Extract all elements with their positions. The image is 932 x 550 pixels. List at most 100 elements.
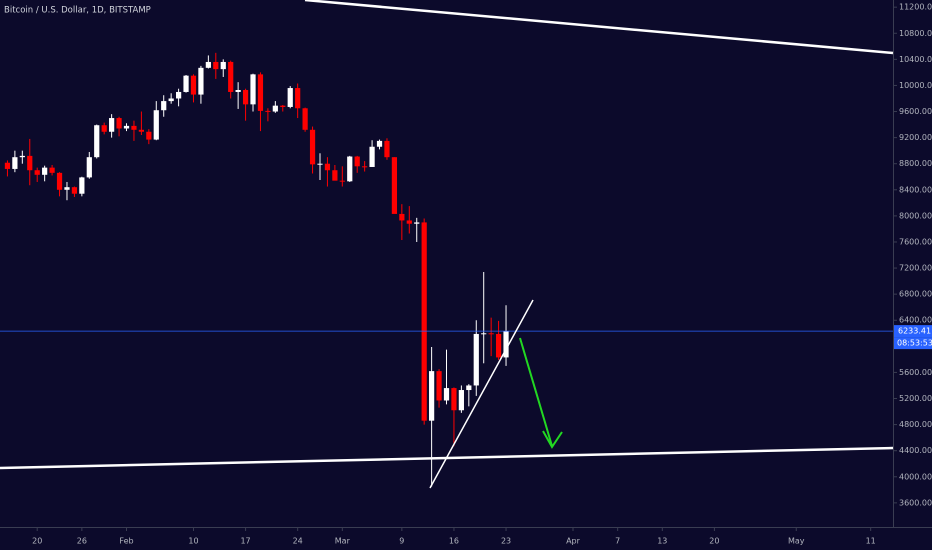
y-tick-label: 11200.00 bbox=[899, 3, 932, 12]
x-tick-label: 7 bbox=[615, 537, 620, 546]
y-tick-label: 8400.00 bbox=[899, 185, 932, 194]
candle-body bbox=[242, 90, 249, 105]
candle-body bbox=[481, 333, 487, 335]
candle-body bbox=[183, 75, 189, 92]
candle-body bbox=[153, 110, 159, 140]
candle-body bbox=[488, 333, 494, 335]
y-tick-label: 9600.00 bbox=[899, 107, 932, 116]
x-tick-label: 20 bbox=[709, 537, 719, 546]
candle-body bbox=[302, 108, 308, 130]
candle-body bbox=[436, 371, 442, 401]
plot bbox=[0, 52, 893, 487]
wedge-line bbox=[429, 299, 534, 489]
candle-body bbox=[79, 177, 85, 194]
candle-body bbox=[347, 156, 353, 182]
x-tick-label: 16 bbox=[449, 537, 459, 546]
candle-body bbox=[101, 125, 107, 132]
candle-body bbox=[466, 385, 472, 391]
candle-body bbox=[4, 162, 11, 169]
candle-body bbox=[205, 61, 211, 68]
x-tick-label: Apr bbox=[566, 537, 581, 546]
arrow bbox=[519, 337, 563, 449]
candle-body bbox=[399, 213, 405, 221]
candle-body bbox=[362, 166, 368, 168]
candle-body bbox=[280, 105, 286, 107]
candle-body bbox=[406, 220, 412, 224]
candle-body bbox=[138, 129, 144, 132]
candle-body bbox=[131, 125, 137, 130]
candle-body bbox=[391, 157, 398, 214]
y-tick-label: 10400.00 bbox=[899, 55, 932, 64]
x-tick-label: 17 bbox=[240, 537, 250, 546]
countdown-label: 08:53:53 bbox=[897, 339, 932, 348]
candle-body bbox=[384, 140, 390, 158]
candle-body bbox=[250, 74, 256, 105]
y-tick-label: 3600.00 bbox=[899, 498, 932, 507]
y-tick-label: 4000.00 bbox=[899, 472, 932, 481]
candle-body bbox=[495, 333, 502, 358]
y-tick-label: 10000.00 bbox=[899, 81, 932, 90]
candle-body bbox=[265, 110, 271, 112]
candle-body bbox=[220, 61, 226, 70]
candle-body bbox=[295, 88, 301, 109]
candle-body bbox=[198, 67, 204, 95]
chart-title: Bitcoin / U.S. Dollar, 1D, BITSTAMP bbox=[4, 6, 151, 16]
candle-body bbox=[56, 172, 63, 190]
candle-body bbox=[175, 91, 182, 99]
x-tick-label: 26 bbox=[77, 537, 87, 546]
x-tick-label: Feb bbox=[119, 537, 133, 546]
candle-body bbox=[376, 140, 383, 147]
candle-body bbox=[429, 371, 435, 421]
candle-body bbox=[42, 167, 48, 175]
x-tick-label: 13 bbox=[657, 537, 667, 546]
candle-body bbox=[287, 88, 293, 107]
y-tick-label: 7200.00 bbox=[899, 264, 932, 273]
candle-body bbox=[503, 331, 509, 358]
y-tick-label: 4800.00 bbox=[899, 420, 932, 429]
candle-body bbox=[213, 61, 219, 70]
candle-body bbox=[116, 118, 122, 129]
candle-body bbox=[228, 61, 234, 92]
candle-body bbox=[421, 222, 427, 421]
y-tick-label: 8000.00 bbox=[899, 211, 932, 220]
y-tick-label: 6400.00 bbox=[899, 316, 932, 325]
candle-body bbox=[473, 333, 479, 386]
candle-body bbox=[123, 125, 130, 129]
candle-body bbox=[190, 75, 197, 95]
candle-body bbox=[12, 157, 18, 169]
candle-body bbox=[257, 74, 264, 111]
y-tick-label: 9200.00 bbox=[899, 133, 932, 142]
y-tick-label: 5600.00 bbox=[899, 368, 932, 377]
trend-line bbox=[304, 0, 894, 55]
y-tick-label: 5200.00 bbox=[899, 394, 932, 403]
candle-body bbox=[94, 125, 100, 158]
y-tick-label: 7600.00 bbox=[899, 237, 932, 246]
y-tick-label: 8800.00 bbox=[899, 159, 932, 168]
candle-body bbox=[414, 222, 420, 224]
candle-body bbox=[309, 129, 316, 165]
candle-body bbox=[458, 390, 464, 411]
y-tick-label: 6800.00 bbox=[899, 290, 932, 299]
candle-body bbox=[332, 170, 338, 181]
candle-body bbox=[64, 187, 70, 190]
candle-body bbox=[451, 388, 457, 411]
candle-body bbox=[324, 163, 331, 171]
candle-body bbox=[49, 167, 55, 173]
candle-body bbox=[317, 163, 323, 165]
candle-body bbox=[339, 180, 345, 182]
x-tick-label: 9 bbox=[399, 537, 404, 546]
candle-body bbox=[27, 155, 33, 171]
candle-body bbox=[235, 90, 241, 92]
candle-body bbox=[272, 105, 278, 112]
candle-body bbox=[34, 170, 40, 175]
candle-body bbox=[71, 187, 78, 194]
candle-body bbox=[354, 156, 360, 167]
x-tick-label: Mar bbox=[335, 537, 351, 546]
candle-body bbox=[146, 131, 152, 140]
candle-body bbox=[86, 157, 92, 178]
y-tick-label: 4400.00 bbox=[899, 446, 932, 455]
countdown-tag bbox=[894, 337, 932, 350]
x-tick-label: 11 bbox=[866, 537, 876, 546]
